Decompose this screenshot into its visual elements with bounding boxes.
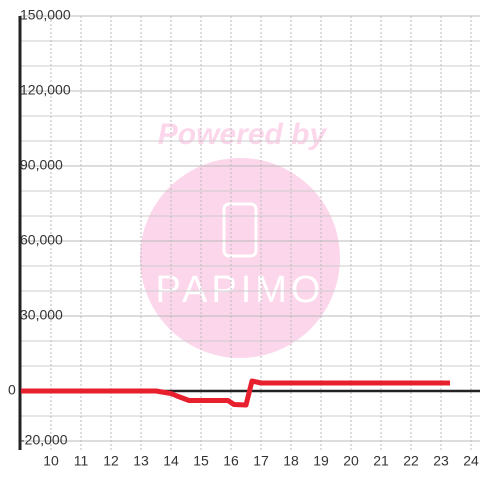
y-tick-label: 150,000 <box>20 7 71 23</box>
x-tick-label: 11 <box>74 453 89 469</box>
x-tick-label: 18 <box>283 453 299 469</box>
y-tick-label: 0 <box>8 382 16 398</box>
x-tick-label: 23 <box>433 453 449 469</box>
y-tick-label: 120,000 <box>20 82 71 98</box>
x-tick-label: 17 <box>253 453 269 469</box>
watermark-logo: PAPIMO <box>156 269 325 311</box>
phone-icon <box>222 202 258 258</box>
data-line <box>20 378 450 408</box>
watermark-text: Powered by <box>158 118 328 151</box>
y-tick-label: 90,000 <box>20 157 63 173</box>
y-tick-label: -20,000 <box>20 432 68 448</box>
y-tick-label: 30,000 <box>20 307 63 323</box>
x-tick-label: 12 <box>103 453 119 469</box>
watermark: Powered by PAPIMO <box>140 118 340 358</box>
x-tick-label: 14 <box>163 453 179 469</box>
x-tick-label: 24 <box>463 453 479 469</box>
x-tick-label: 15 <box>193 453 209 469</box>
x-tick-label: 20 <box>343 453 359 469</box>
x-tick-label: 10 <box>43 453 59 469</box>
y-tick-label: 60,000 <box>20 232 63 248</box>
x-tick-label: 13 <box>133 453 149 469</box>
x-tick-label: 21 <box>373 453 389 469</box>
watermark-circle <box>140 158 340 358</box>
x-tick-label: 19 <box>313 453 329 469</box>
x-tick-label: 16 <box>223 453 239 469</box>
x-tick-label: 22 <box>403 453 419 469</box>
